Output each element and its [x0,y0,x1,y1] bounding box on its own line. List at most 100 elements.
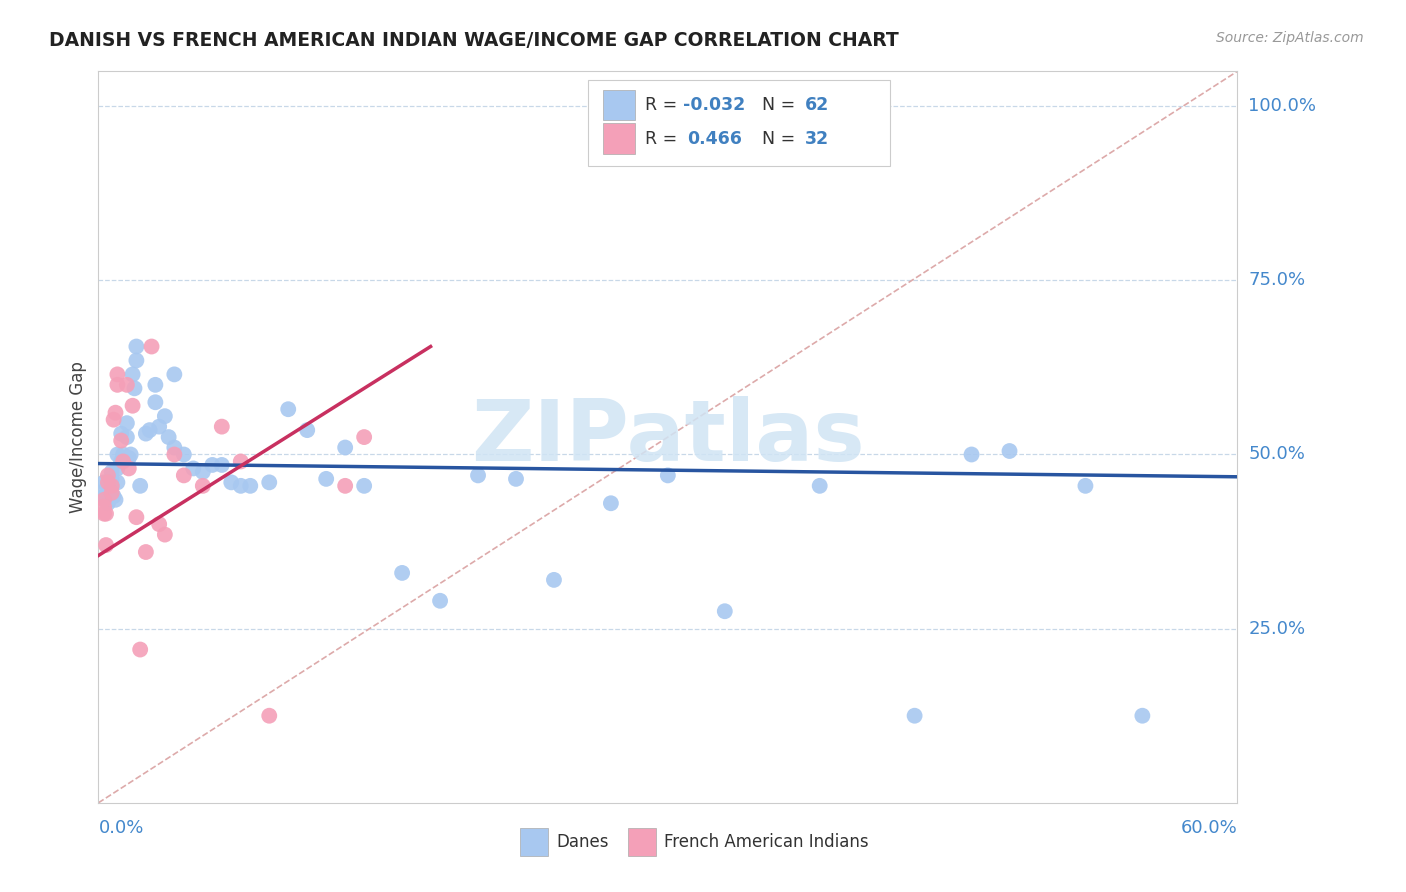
Point [107,377,129,392]
Text: 50.0%: 50.0% [1249,445,1305,464]
Text: N =: N = [762,129,801,148]
Text: DANISH VS FRENCH AMERICAN INDIAN WAGE/INCOME GAP CORRELATION CHART: DANISH VS FRENCH AMERICAN INDIAN WAGE/IN… [49,31,898,50]
Point [112,454,135,468]
Point [153,527,176,541]
Point [93,489,115,503]
Point [191,465,214,479]
Point [110,426,132,441]
Text: 100.0%: 100.0% [1249,97,1316,115]
Point [335,441,357,455]
Point [173,448,195,462]
Point [93,475,115,490]
FancyBboxPatch shape [628,829,657,856]
Text: R =: R = [645,129,683,148]
Point [107,448,129,462]
Text: French American Indians: French American Indians [665,833,869,851]
Point [141,339,163,353]
Point [104,406,127,420]
Point [1074,479,1097,493]
Point [211,419,233,434]
Point [239,479,262,493]
Text: 62: 62 [804,96,828,114]
Point [112,448,135,462]
Point [259,475,281,490]
FancyBboxPatch shape [520,829,548,856]
Point [353,479,375,493]
Point [153,409,176,424]
Point [391,566,413,580]
Point [148,419,170,434]
Point [125,339,148,353]
Text: N =: N = [762,96,801,114]
FancyBboxPatch shape [603,123,636,154]
Point [125,510,148,524]
Text: 75.0%: 75.0% [1249,271,1306,289]
Point [129,479,152,493]
Point [107,368,129,382]
Text: 25.0%: 25.0% [1249,620,1306,638]
Point [124,381,146,395]
Point [163,441,186,455]
Text: -0.032: -0.032 [683,96,745,114]
Point [115,430,138,444]
Point [97,475,120,490]
Point [121,399,143,413]
Point [335,479,357,493]
Point [118,461,141,475]
Point [229,479,252,493]
Point [100,479,122,493]
Point [138,423,160,437]
Text: 0.466: 0.466 [688,129,742,148]
Text: Danes: Danes [557,833,609,851]
Point [107,475,129,490]
Point [100,485,122,500]
Text: 0.0%: 0.0% [98,820,143,838]
Point [110,434,132,448]
Text: ZIPatlas: ZIPatlas [471,395,865,479]
Point [118,450,141,465]
Text: Source: ZipAtlas.com: Source: ZipAtlas.com [1216,31,1364,45]
Y-axis label: Wage/Income Gap: Wage/Income Gap [69,361,87,513]
Point [163,448,186,462]
Point [353,430,375,444]
Point [129,642,152,657]
Point [93,492,115,507]
Text: R =: R = [645,96,683,114]
Point [121,368,143,382]
Point [145,395,167,409]
Point [110,454,132,468]
Point [600,496,623,510]
Point [100,472,122,486]
Point [115,377,138,392]
Point [505,472,527,486]
Point [103,412,125,426]
Point [94,507,117,521]
Point [145,377,167,392]
Point [100,465,122,479]
Point [148,517,170,532]
Point [135,545,157,559]
Point [93,500,115,514]
Point [173,468,195,483]
Point [221,475,243,490]
Point [201,458,224,472]
Point [543,573,565,587]
Point [1132,708,1154,723]
FancyBboxPatch shape [588,80,890,167]
Point [97,496,120,510]
Point [714,604,737,618]
Point [163,368,186,382]
Point [103,489,125,503]
Point [135,426,157,441]
Point [107,461,129,475]
Point [297,423,319,437]
Point [960,448,983,462]
Point [125,353,148,368]
Point [120,448,142,462]
Point [315,472,337,486]
Point [94,538,117,552]
Point [211,458,233,472]
Point [157,430,180,444]
Point [657,468,679,483]
FancyBboxPatch shape [603,89,636,120]
